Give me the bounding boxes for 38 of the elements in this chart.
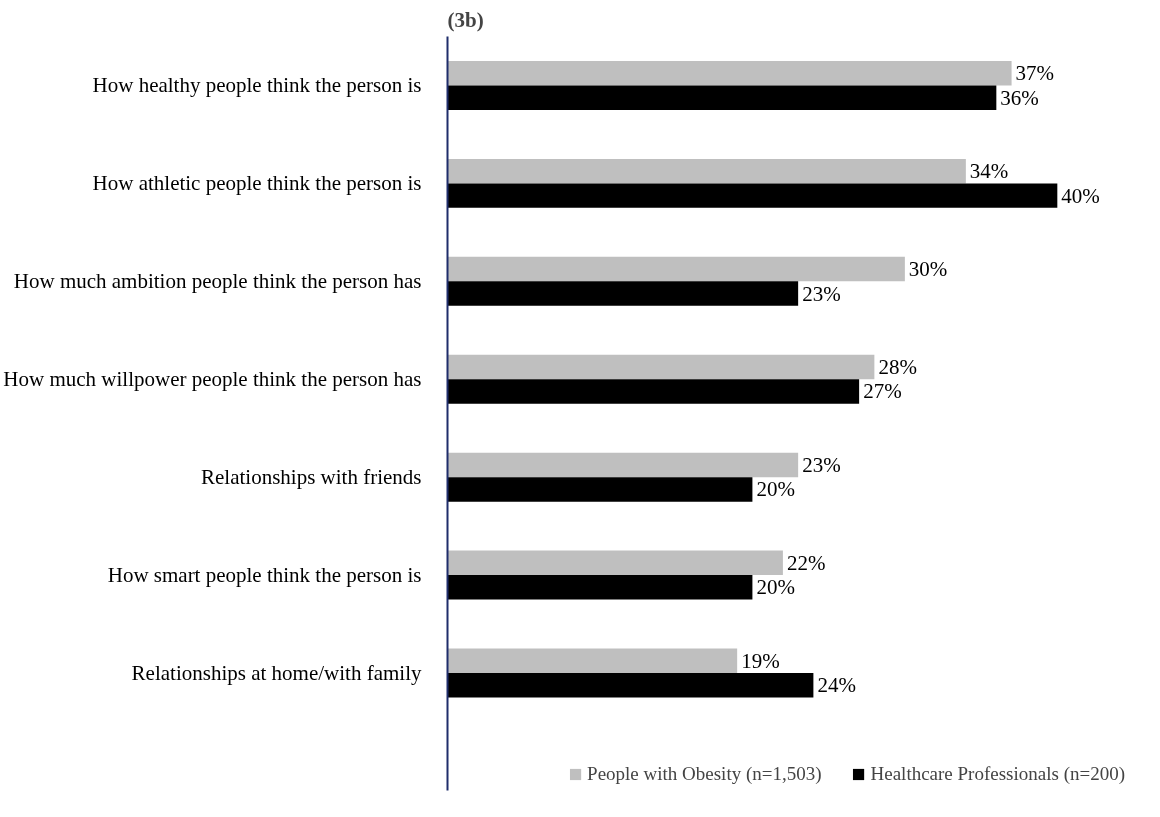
- bar: [447, 672, 814, 698]
- chart-title: (3b): [447, 7, 484, 32]
- data-label: 28%: [878, 354, 917, 379]
- data-label: 20%: [756, 575, 795, 600]
- bar: [447, 354, 875, 380]
- y-tick-label: Relationships with friends: [201, 465, 422, 490]
- data-label: 23%: [802, 281, 841, 306]
- y-tick-label: Relationships at home/with family: [131, 660, 422, 685]
- bar: [447, 158, 966, 184]
- data-label: 27%: [863, 379, 902, 404]
- y-tick-label: How much willpower people think the person has: [3, 367, 422, 392]
- data-label: 37%: [1015, 61, 1055, 86]
- data-label: 40%: [1061, 183, 1100, 208]
- data-label: 34%: [969, 159, 1009, 184]
- y-tick-label: How smart people think the person is: [107, 563, 422, 588]
- bar: [447, 85, 997, 110]
- data-label: 23%: [802, 452, 841, 477]
- bar: [447, 256, 905, 282]
- data-label: 30%: [908, 257, 948, 282]
- data-label: 36%: [1000, 85, 1039, 110]
- bar: [447, 183, 1058, 208]
- bar: [447, 550, 783, 576]
- legend-label: People with Obesity (n=1,503): [587, 763, 822, 785]
- bar: [447, 452, 799, 478]
- data-label: 24%: [817, 673, 856, 698]
- legend-label: Healthcare Professionals (n=200): [870, 763, 1125, 785]
- data-label: 22%: [786, 550, 826, 575]
- y-tick-label: How healthy people think the person is: [92, 73, 422, 98]
- y-tick-label: How much ambition people think the person has: [13, 269, 422, 294]
- bar: [447, 281, 799, 306]
- bar: [447, 575, 753, 600]
- bar: [447, 379, 860, 404]
- data-label: 19%: [741, 648, 780, 673]
- bar: [447, 60, 1012, 86]
- bar: [447, 648, 738, 673]
- y-tick-label: How athletic people think the person is: [92, 171, 422, 196]
- bar: [447, 477, 753, 502]
- data-label: 20%: [756, 477, 795, 502]
